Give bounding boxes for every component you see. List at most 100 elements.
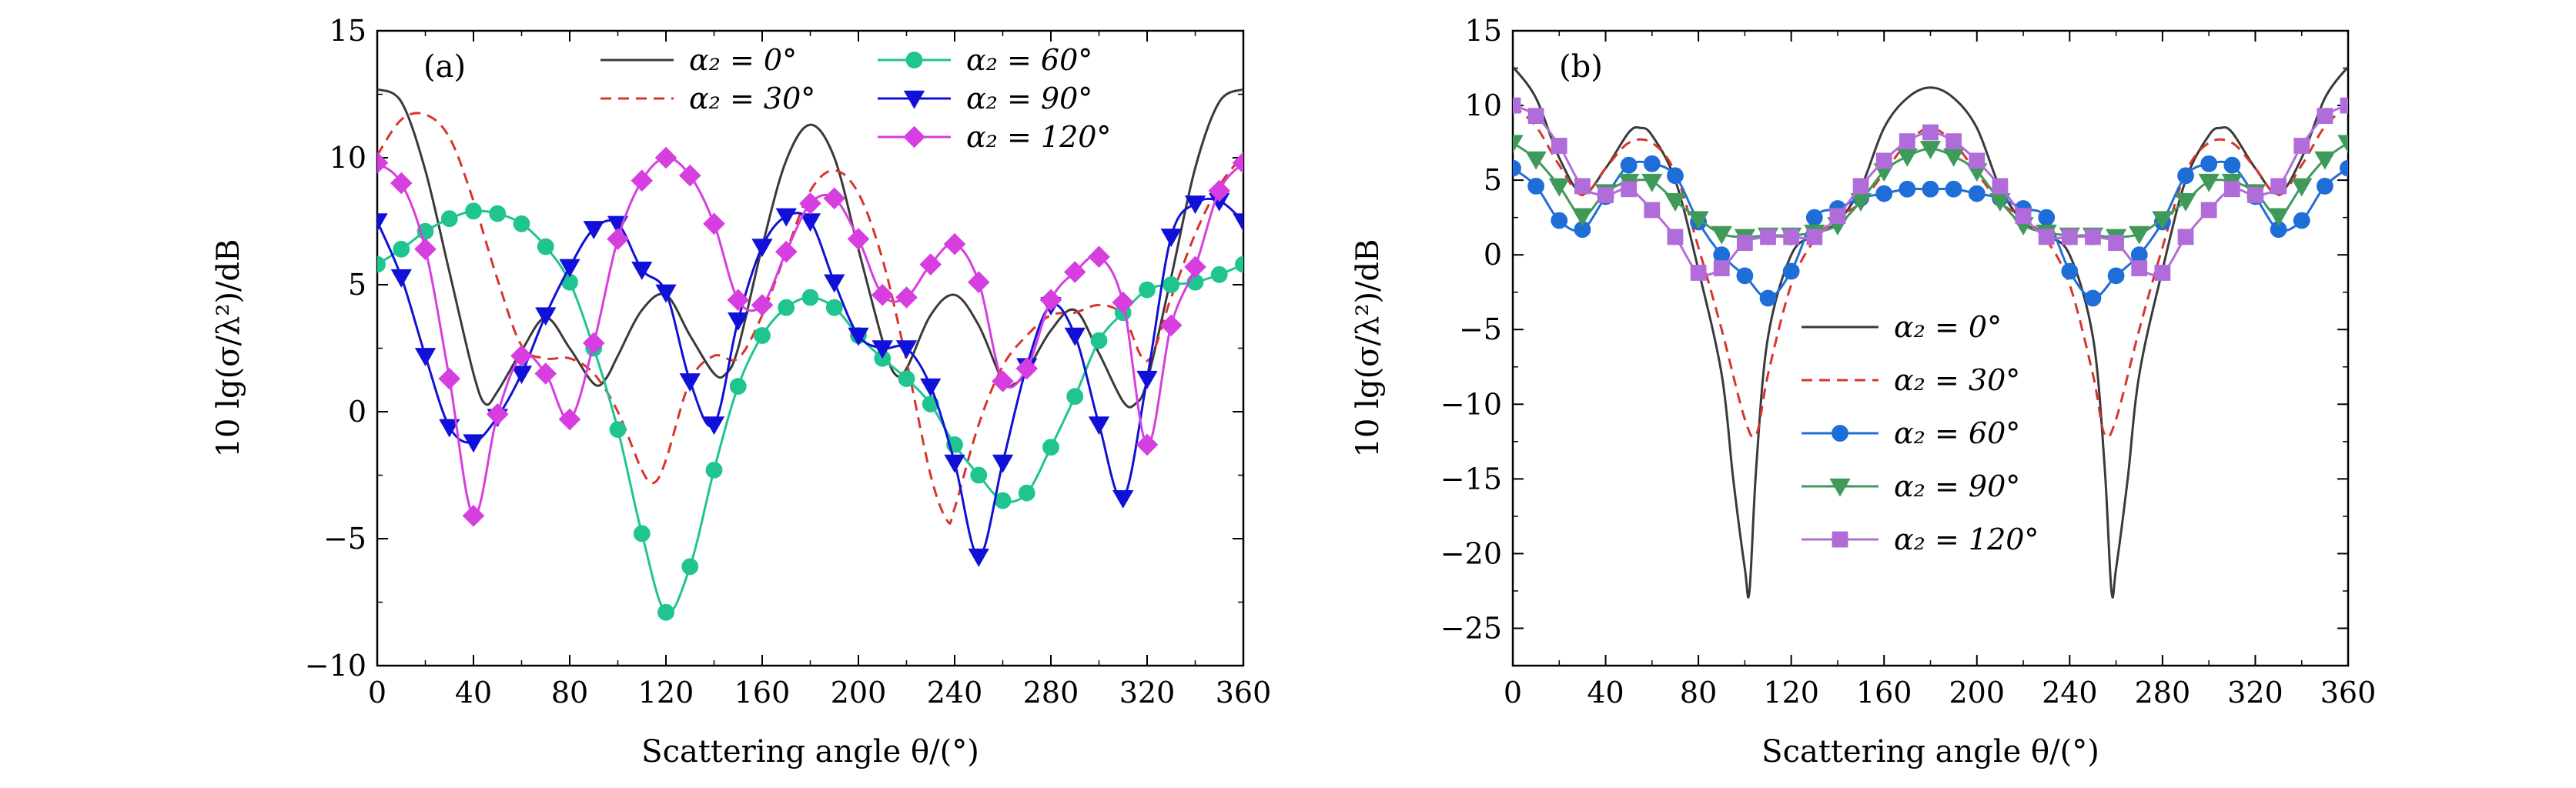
data-point — [633, 525, 651, 543]
data-point — [377, 213, 388, 232]
data-point — [823, 187, 846, 210]
legend-marker — [1832, 425, 1848, 442]
x-tick-label: 40 — [1587, 676, 1624, 710]
data-point — [2038, 209, 2056, 226]
data-point — [1667, 167, 1684, 185]
data-point — [1829, 208, 1846, 225]
data-point — [2015, 208, 2032, 225]
data-point — [2270, 178, 2287, 195]
data-point — [1571, 208, 1594, 227]
x-tick-label: 360 — [2320, 676, 2377, 710]
data-point — [778, 299, 795, 316]
data-point — [1875, 185, 1893, 202]
x-tick-label: 120 — [638, 676, 694, 710]
data-point — [1690, 265, 1707, 281]
data-point — [390, 269, 412, 288]
data-point — [920, 378, 942, 397]
data-point — [2247, 187, 2263, 203]
legend-label: α₂ = 120° — [1894, 523, 2039, 556]
data-point — [992, 370, 1014, 392]
data-point — [705, 462, 723, 479]
x-tick-label: 40 — [455, 676, 492, 710]
data-point — [1852, 178, 1869, 195]
data-point — [558, 408, 581, 431]
data-point — [655, 284, 677, 303]
data-point — [2129, 225, 2150, 245]
data-point — [967, 271, 990, 293]
data-point — [1736, 267, 1754, 285]
x-tick-label: 200 — [831, 676, 887, 710]
data-point — [1551, 138, 1567, 154]
data-point — [1806, 229, 1823, 245]
data-point — [992, 454, 1014, 473]
data-point — [535, 307, 557, 326]
data-point — [1644, 202, 1661, 219]
panel-label: (a) — [423, 49, 466, 85]
data-point — [944, 454, 965, 473]
data-point — [1159, 314, 1183, 337]
data-point — [1713, 260, 1730, 277]
data-point — [801, 289, 819, 306]
series-layer — [377, 88, 1243, 621]
y-axis-title: 10 lg(σ/λ²)/dB — [1350, 239, 1386, 458]
data-point — [824, 274, 845, 293]
data-point — [2340, 159, 2348, 177]
data-point — [1551, 212, 1568, 229]
data-point — [1527, 177, 1545, 195]
data-point — [1641, 173, 1663, 192]
y-tick-label: −20 — [1440, 536, 1502, 570]
data-point — [871, 340, 893, 359]
data-point — [1527, 108, 1544, 125]
data-point — [1759, 289, 1777, 307]
data-point — [1136, 433, 1159, 456]
data-point — [847, 228, 870, 250]
data-point — [1139, 281, 1156, 299]
y-tick-label: −5 — [323, 522, 366, 556]
data-point — [2317, 108, 2333, 125]
data-point — [968, 548, 989, 567]
x-axis-title: Scattering angle θ/(°) — [641, 734, 979, 770]
y-tick-label: 5 — [1484, 163, 1502, 197]
data-point — [1163, 276, 1180, 293]
legend-marker — [1832, 531, 1848, 548]
data-point — [1945, 133, 1962, 150]
x-tick-label: 360 — [1216, 676, 1272, 710]
data-point — [1088, 245, 1110, 268]
series-line — [377, 112, 1243, 525]
data-point — [1015, 357, 1039, 380]
data-point — [1922, 124, 1939, 141]
legend-label: α₂ = 60° — [966, 43, 1092, 77]
data-point — [438, 367, 461, 390]
data-point — [2108, 235, 2125, 252]
panel-label: (b) — [1559, 49, 1603, 85]
data-point — [1760, 229, 1776, 245]
x-tick-label: 80 — [1680, 676, 1717, 710]
x-tick-label: 160 — [1856, 676, 1912, 710]
x-tick-label: 280 — [1023, 676, 1079, 710]
series-line — [377, 209, 1243, 615]
y-tick-label: 0 — [1484, 238, 1502, 272]
data-point — [751, 294, 774, 316]
data-point — [1574, 178, 1591, 195]
panel-a: 0 40 80 120 160 200 240 280 320 360 −10 −5 0 5 10 15 Sca… — [211, 14, 1271, 770]
data-point — [657, 603, 674, 621]
data-point — [377, 152, 389, 174]
data-point — [559, 259, 580, 278]
data-point — [2314, 151, 2336, 170]
data-point — [1922, 180, 1939, 198]
data-point — [631, 261, 653, 280]
data-point — [1989, 193, 2011, 212]
data-point — [390, 172, 413, 195]
y-axis-title: 10 lg(σ/λ²)/dB — [211, 239, 246, 458]
data-point — [1782, 262, 1800, 280]
data-point — [1209, 192, 1230, 212]
data-point — [1090, 332, 1108, 349]
data-point — [2267, 208, 2290, 227]
legend-label: α₂ = 90° — [1894, 469, 2020, 503]
data-point — [2200, 155, 2218, 172]
data-point — [2316, 177, 2333, 195]
data-point — [799, 192, 821, 215]
data-point — [463, 434, 484, 453]
data-point — [1513, 97, 1521, 114]
data-point — [2337, 135, 2348, 154]
